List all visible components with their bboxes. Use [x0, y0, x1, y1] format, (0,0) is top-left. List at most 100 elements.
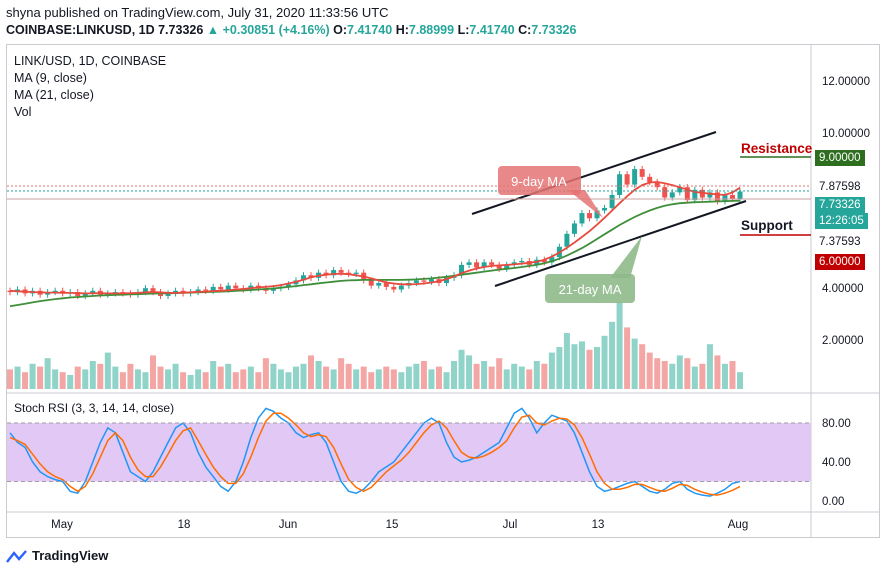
volume-bar — [202, 372, 209, 389]
volume-bar — [262, 358, 269, 389]
candle-body — [722, 194, 728, 202]
ma9-callout-box — [498, 166, 581, 195]
candle-body — [617, 174, 623, 195]
volume-bar — [420, 361, 427, 389]
candle-body — [142, 288, 148, 293]
volume-bar — [473, 363, 480, 389]
candle-body — [632, 169, 638, 185]
candle-body — [428, 279, 434, 282]
close-label: C: — [518, 23, 532, 37]
ma21-callout-text: 21-day MA — [559, 282, 622, 297]
volume-bar — [488, 366, 495, 389]
volume-bar — [300, 363, 307, 389]
time-tick-label: Jul — [503, 519, 518, 531]
volume-bar — [706, 344, 713, 389]
volume-bar — [435, 366, 442, 389]
stoch-rsi-d-line — [9, 412, 741, 496]
volume-bar — [368, 372, 375, 389]
candle-body — [662, 187, 668, 198]
candle-body — [413, 280, 419, 284]
candle-body — [737, 191, 743, 199]
volume-bar — [292, 366, 299, 389]
rsi-tick-label: 80.00 — [822, 418, 851, 430]
candle-body — [270, 288, 276, 291]
volume-bar — [247, 366, 254, 389]
ma9-callout-pointer — [568, 190, 603, 218]
volume-bar — [134, 369, 141, 389]
candle-body — [549, 257, 555, 263]
volume-bar — [270, 363, 277, 389]
candle-body — [586, 213, 592, 219]
symbol: COINBASE:LINKUSD, 1D — [6, 23, 155, 37]
candle-body — [654, 182, 660, 188]
volume-bar — [533, 361, 540, 389]
candle-body — [496, 264, 502, 269]
candle-body — [225, 285, 231, 290]
volume-bar — [571, 344, 578, 389]
volume-bar — [67, 375, 74, 389]
candle-body — [391, 286, 397, 290]
volume-bar — [714, 355, 721, 389]
volume-bar — [315, 361, 322, 389]
volume-bar — [548, 352, 555, 389]
low-label: L: — [457, 23, 470, 37]
price-change: ▲ +0.30851 (+4.16%) — [206, 23, 330, 37]
volume-bar — [390, 369, 397, 389]
time-axis: May 18 Jun 15 Jul 13 Aug — [51, 519, 748, 531]
price-axis: 12.00000 10.00000 4.00000 2.00000 — [822, 76, 870, 347]
volume-bar — [729, 361, 736, 389]
tradingview-logo-icon — [6, 549, 27, 563]
price-tick-label: 10.00000 — [822, 128, 870, 140]
volume-bar — [82, 369, 89, 389]
volume-bar — [594, 347, 601, 389]
volume-bar — [14, 366, 21, 389]
volume-bar — [240, 369, 247, 389]
volume-bar — [691, 366, 698, 389]
open-value: 7.41740 — [347, 23, 393, 37]
volume-bar — [563, 333, 570, 389]
support-price-label: 6.00000 — [815, 254, 865, 270]
legend-title: LINK/USD, 1D, COINBASE — [14, 54, 167, 68]
volume-bar — [624, 327, 631, 389]
volume-bar — [119, 372, 126, 389]
candle-body — [421, 280, 427, 282]
volume-bar — [639, 344, 646, 389]
lower-trendline — [494, 200, 747, 287]
volume-bar — [232, 372, 239, 389]
rsi-tick-label: 40.00 — [822, 457, 851, 469]
candle-body — [729, 194, 735, 199]
volume-bar — [669, 363, 676, 389]
volume-bar — [112, 366, 119, 389]
low-value: 7.41740 — [469, 23, 515, 37]
candle-body — [210, 286, 216, 291]
volume-bar — [52, 369, 59, 389]
volume-bar — [526, 369, 533, 389]
volume-bar — [37, 366, 44, 389]
volume-bar — [180, 372, 187, 389]
volume-bar — [338, 358, 345, 389]
price-tick-label: 12.00000 — [822, 76, 870, 88]
candle-body — [165, 293, 171, 296]
volume-bar — [217, 366, 224, 389]
volume-bar — [737, 372, 743, 389]
top-bar: shyna published on TradingView.com, July… — [0, 0, 885, 44]
candle-body — [669, 192, 675, 198]
candle-body — [459, 264, 465, 276]
volume-bar — [398, 372, 405, 389]
volume-bar — [308, 355, 315, 389]
candle-body — [203, 289, 209, 291]
volume-bar — [360, 366, 367, 389]
volume-bar — [586, 349, 593, 389]
volume-bar — [556, 347, 563, 389]
candle-body — [466, 262, 472, 265]
price-tick-label: 4.00000 — [822, 283, 864, 295]
ma21-callout-box — [545, 274, 635, 303]
candle-body — [383, 283, 389, 287]
volume-bar — [466, 355, 473, 389]
footer-brand[interactable]: TradingView — [6, 548, 108, 564]
volume-bar — [59, 372, 66, 389]
candle-body — [474, 262, 480, 268]
countdown-label: 12:26:05 — [815, 213, 868, 229]
last-price: 7.73326 — [158, 23, 204, 37]
